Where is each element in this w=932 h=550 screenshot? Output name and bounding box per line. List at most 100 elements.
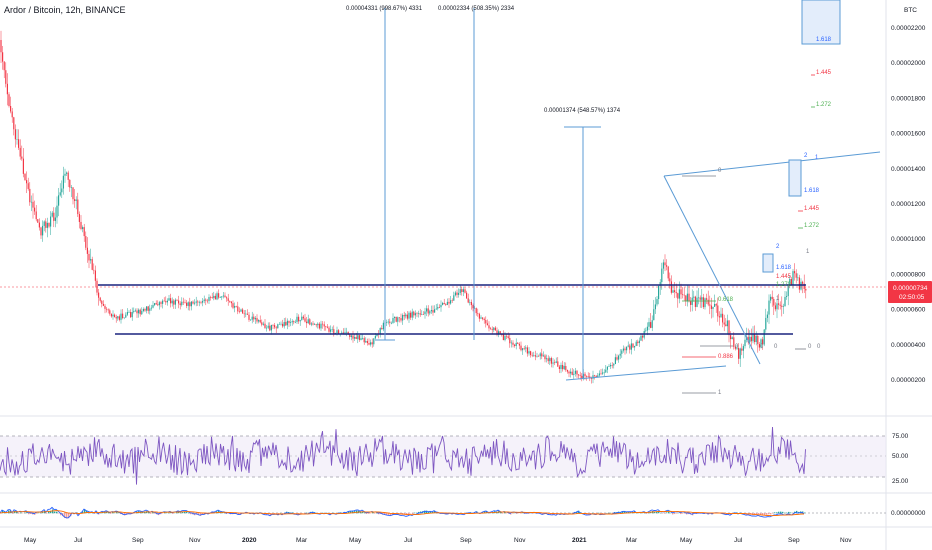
- candle-body: [600, 373, 602, 375]
- candle-body: [374, 336, 376, 339]
- macd-hist-bar: [202, 513, 204, 515]
- rsi-axis[interactable]: 75.00 50.00 25.00: [892, 433, 909, 485]
- price-tick-label: 0.00000400: [891, 342, 926, 349]
- macd-hist-bar: [142, 512, 144, 514]
- candle-body: [558, 366, 560, 369]
- candle-body: [493, 327, 495, 331]
- candle-body: [224, 295, 226, 298]
- time-tick-label: Jul: [404, 537, 413, 544]
- candle-body: [272, 325, 274, 326]
- candle-body: [496, 330, 498, 335]
- macd-hist-bar: [50, 510, 52, 514]
- candle-body: [85, 236, 87, 248]
- candle-body: [341, 332, 343, 334]
- candle-body: [760, 339, 762, 348]
- candle-body: [408, 312, 410, 319]
- candle-body: [581, 375, 583, 379]
- measure-tool-1[interactable]: [375, 8, 395, 341]
- fib-small-0: 0: [808, 344, 812, 350]
- candle-body: [528, 351, 530, 354]
- candle-body: [781, 305, 783, 307]
- candle-body: [723, 322, 725, 325]
- candle-body: [232, 303, 234, 308]
- candle-body: [590, 378, 592, 379]
- candle-body: [72, 187, 74, 200]
- candle-body: [317, 323, 319, 326]
- time-tick-label: Sep: [788, 537, 800, 544]
- candle-body: [203, 299, 205, 302]
- candle-body: [418, 313, 420, 314]
- candle-body: [45, 221, 47, 228]
- candle-body: [642, 335, 644, 338]
- candle-body: [514, 344, 516, 346]
- fib-mid-0: 0: [718, 168, 722, 174]
- candle-body: [741, 348, 743, 351]
- candle-body: [589, 376, 591, 379]
- candle-body: [390, 322, 392, 324]
- candle-body: [131, 311, 133, 318]
- time-tick-label: May: [24, 537, 37, 544]
- macd-hist-bar: [504, 512, 506, 514]
- candle-body: [296, 316, 298, 322]
- trend-line-rising[interactable]: [565, 365, 727, 381]
- candle-body: [586, 376, 588, 377]
- candle-body: [498, 331, 500, 335]
- candle-body: [462, 289, 464, 292]
- price-pane[interactable]: [0, 0, 886, 416]
- candle-body: [293, 321, 295, 323]
- candle-body: [667, 266, 669, 279]
- macd-hist-bar: [116, 512, 118, 514]
- candle-body: [707, 299, 709, 305]
- trend-line-falling[interactable]: [663, 175, 761, 365]
- fib-box-upper[interactable]: [801, 0, 841, 45]
- candle-body: [35, 211, 37, 220]
- candle-body: [730, 335, 732, 340]
- candle-body: [197, 301, 199, 303]
- candle-body: [104, 305, 106, 309]
- macd-axis[interactable]: 0.00000000: [891, 510, 926, 517]
- time-tick-label: Mar: [296, 537, 308, 544]
- candle-body: [136, 310, 138, 314]
- candle-body: [549, 358, 551, 362]
- candle-body: [118, 316, 120, 320]
- macd-hist-bar: [200, 513, 202, 516]
- candle-body: [90, 259, 92, 261]
- candle-body: [173, 300, 175, 305]
- time-axis[interactable]: May Jul Sep Nov 2020 Mar May Jul Sep Nov 2021 Mar Ma…: [24, 537, 852, 544]
- candle-body: [704, 298, 706, 308]
- candle-body: [731, 337, 733, 340]
- candle-body: [282, 323, 284, 327]
- candle-body: [605, 369, 607, 373]
- price-axis[interactable]: 0.00002200 0.00002000 0.00001800 0.00001600…: [891, 25, 926, 384]
- fib-box-small[interactable]: [762, 253, 774, 273]
- candle-body: [270, 325, 272, 331]
- candle-body: [410, 312, 412, 318]
- macd-hist-bar: [668, 511, 670, 514]
- fib-box-mid[interactable]: [788, 159, 802, 197]
- macd-hist-bar: [352, 511, 354, 514]
- candle-body: [170, 298, 172, 304]
- candle-body: [368, 342, 370, 345]
- candle-body: [370, 342, 372, 345]
- macd-hist-bar: [762, 513, 764, 515]
- time-tick-label: Nov: [514, 537, 526, 544]
- candle-body: [80, 221, 82, 230]
- candle-body: [302, 316, 304, 319]
- macd-hist-bar: [198, 513, 200, 516]
- candle-body: [269, 325, 271, 331]
- candle-body: [578, 374, 580, 376]
- candle-body: [616, 357, 618, 360]
- channel-line-top[interactable]: [663, 151, 881, 177]
- macd-hist-bar: [164, 512, 166, 514]
- candle-body: [622, 348, 624, 351]
- candle-body: [362, 338, 364, 339]
- macd-hist-bar: [418, 511, 420, 514]
- macd-hist-bar: [68, 513, 70, 519]
- fib-lower-1: 1: [718, 390, 722, 396]
- rsi-tick-label: 75.00: [892, 433, 909, 440]
- macd-hist-bar: [656, 511, 658, 514]
- measure-tool-3[interactable]: [564, 126, 601, 378]
- candle-body: [632, 343, 634, 348]
- candle-body: [6, 83, 8, 95]
